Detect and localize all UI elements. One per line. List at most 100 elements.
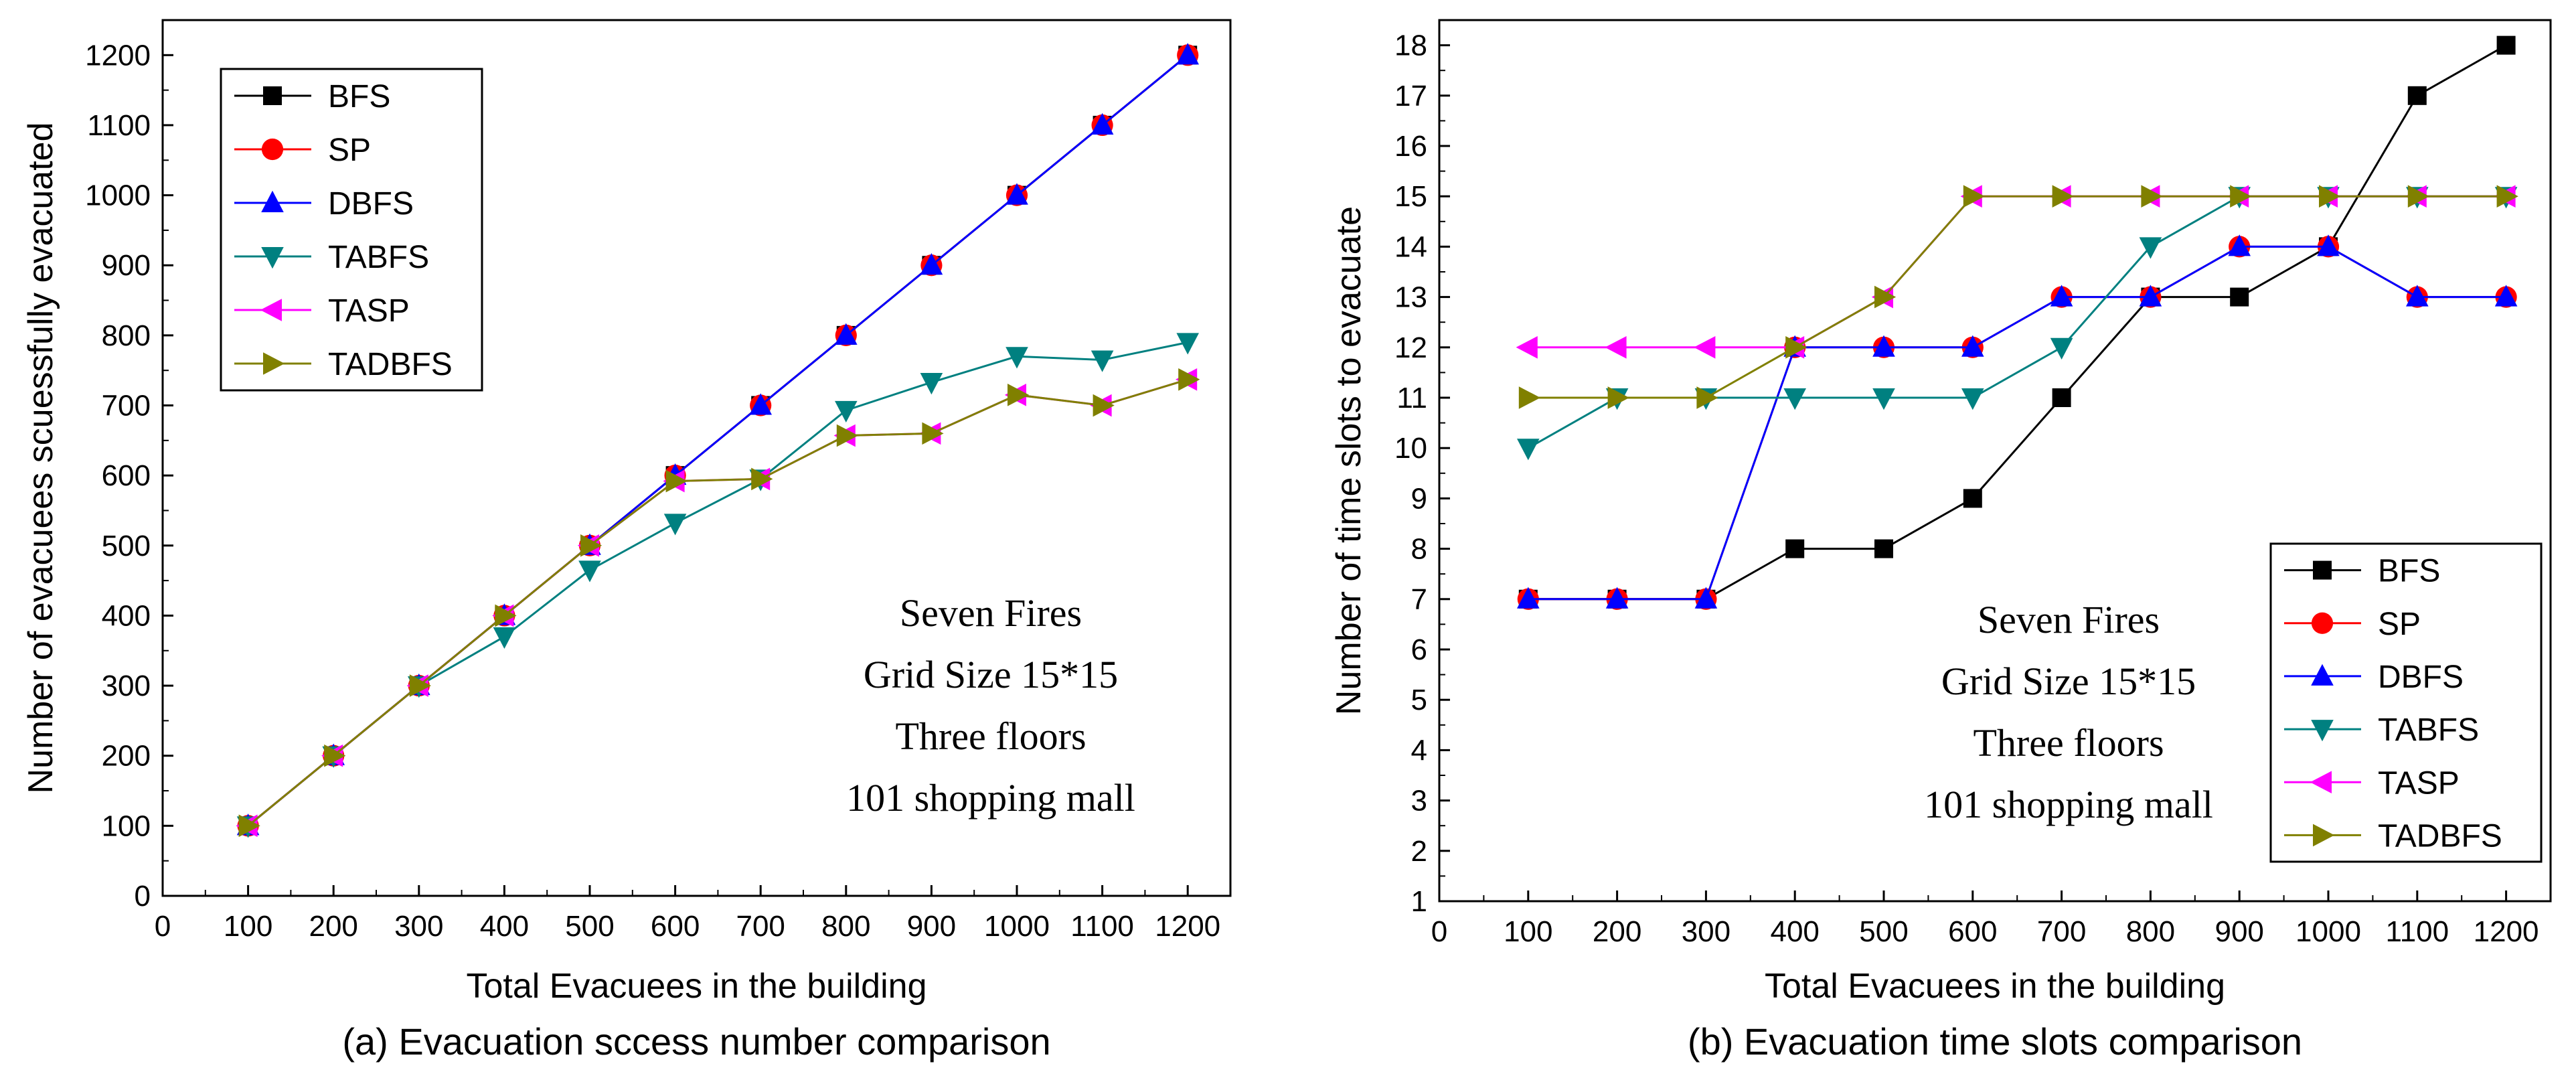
chart-b-series-tabfs-point	[2050, 337, 2073, 360]
chart-b-series-tadbfs-point	[2052, 185, 2074, 208]
chart-a-series-dbfs-point	[835, 323, 858, 345]
chart-a-y-tick-label: 400	[102, 599, 151, 632]
chart-a-legend-sp-label: SP	[328, 133, 371, 168]
chart-b-series-tabfs-point	[1783, 388, 1806, 410]
chart-b-series-tasp-line	[1528, 195, 2506, 349]
chart-a-y-tick-label: 1000	[85, 179, 151, 212]
chart-b-x-tick-label: 400	[1770, 915, 1819, 948]
chart-b-y-tick-label: 2	[1411, 835, 1427, 868]
chart-b-series-dbfs-point	[2494, 285, 2518, 307]
chart-a-legend-dbfs-marker	[261, 190, 284, 212]
chart-a-legend-tasp-label: TASP	[328, 293, 410, 329]
chart-a-plot-frame	[161, 19, 1232, 897]
chart-b-series-tasp-point	[1694, 336, 1716, 359]
chart-a-y-tick-label: 300	[102, 670, 151, 702]
chart-a-series-dbfs-point	[920, 253, 943, 275]
chart-a-x-tick-label: 500	[565, 910, 614, 943]
chart-b-y-tick-label: 1	[1411, 885, 1427, 918]
chart-a-y-axis-label: Number of evacuees scuessfully evacuated	[21, 123, 60, 794]
chart-a-series-dbfs-point	[749, 393, 772, 415]
chart-b-legend-tadbfs-label: TADBFS	[2378, 818, 2502, 854]
chart-b-series-tadbfs-point	[2141, 185, 2163, 208]
chart-b-annotation-line: 101 shopping mall	[1924, 783, 2213, 826]
chart-a-series-tabfs-point	[663, 514, 687, 536]
chart-b-series-tasp-point	[1605, 336, 1627, 359]
chart-a-y-tick-label: 0	[135, 880, 151, 913]
chart-a-x-tick-label: 200	[309, 910, 357, 943]
chart-a-annotation-line: 101 shopping mall	[846, 776, 1135, 820]
chart-a-caption: (a) Evacuation sccess number comparison	[342, 1020, 1050, 1063]
chart-b-y-tick-label: 7	[1411, 583, 1427, 616]
chart-b-y-tick-label: 18	[1394, 29, 1427, 62]
chart-a-series-tadbfs-point	[1093, 394, 1115, 417]
chart-b-y-tick-label: 3	[1411, 785, 1427, 818]
chart-a-x-tick-label: 300	[394, 910, 443, 943]
chart-b-x-tick-label: 500	[1859, 915, 1908, 948]
chart-a-series-tadbfs-point	[836, 424, 858, 447]
chart-b-series-tabfs-point	[1961, 388, 1984, 410]
chart-a-x-tick-label: 0	[155, 910, 171, 943]
chart-a-series-tadbfs-point	[751, 467, 773, 491]
chart-a-series-tabfs-point	[1091, 350, 1114, 372]
chart-a-series-tadbfs-point	[1008, 384, 1030, 406]
chart-a-legend-tabfs-marker	[261, 247, 284, 269]
chart-b-series-dbfs-point	[1961, 335, 1984, 357]
chart-b-legend-tasp-marker	[2310, 771, 2332, 794]
chart-b-x-tick-label: 0	[1431, 915, 1447, 948]
chart-a-series-tabfs-point	[578, 560, 601, 583]
chart-a-x-tick-label: 1200	[1155, 910, 1220, 943]
chart-b-legend-sp-label: SP	[2378, 607, 2421, 642]
chart-b-y-tick-label: 14	[1394, 230, 1427, 263]
chart-a-legend-bfs-label: BFS	[328, 79, 390, 114]
chart-b-x-tick-label: 1100	[2385, 915, 2449, 948]
chart-b-series-bfs-point	[2407, 86, 2427, 105]
chart-a-x-tick-label: 1100	[1070, 910, 1134, 943]
chart-b-y-tick-label: 10	[1394, 432, 1427, 465]
chart-b-series-dbfs-point	[1517, 587, 1540, 609]
chart-b-series-tadbfs-point	[2230, 185, 2252, 208]
chart-b-series-bfs-point	[1963, 489, 1982, 508]
chart-b-legend-dbfs-marker	[2311, 664, 2334, 686]
chart-b-series-tadbfs-point	[1518, 386, 1540, 409]
chart-b-x-tick-label: 600	[1948, 915, 1997, 948]
chart-a-x-tick-label: 800	[821, 910, 870, 943]
chart-a-legend-dbfs-label: DBFS	[328, 186, 414, 222]
chart-b-y-tick-label: 12	[1394, 331, 1427, 364]
chart-b: 0 100 200 300 400 500 600 700 800 900 1000 1100 1200…	[1330, 19, 2552, 1063]
chart-a-annotation-line: Seven Fires	[900, 591, 1082, 635]
chart-b-x-tick-label: 900	[2215, 915, 2263, 948]
chart-b-y-tick-label: 8	[1411, 533, 1427, 566]
chart-a-series-tadbfs-point	[238, 814, 260, 838]
chart-a-y-tick-label: 1200	[85, 39, 151, 72]
chart-a-series-tabfs-point	[1005, 347, 1028, 369]
chart-b-x-tick-label: 100	[1504, 915, 1552, 948]
chart-a-y-tick-label: 1100	[87, 109, 151, 142]
chart-a-y-tick-label: 800	[102, 319, 151, 352]
chart-a-series-tadbfs-point	[922, 422, 944, 445]
chart-b-y-tick-label: 5	[1411, 684, 1427, 716]
chart-a-y-tick-label: 200	[102, 740, 151, 773]
chart-b-legend-tabfs-marker	[2311, 720, 2334, 742]
chart-a-series-tadbfs-line	[247, 378, 1188, 827]
chart-a-legend-tabfs-label: TABFS	[328, 240, 429, 275]
chart-a-x-tick-label: 1000	[984, 910, 1050, 943]
chart-b-legend-box	[2269, 542, 2543, 863]
chart-b-series-tadbfs-point	[1785, 336, 1807, 359]
chart-b-series-tabfs-point	[2139, 237, 2162, 259]
chart-b-legend-tadbfs-marker	[2313, 824, 2335, 847]
chart-a: 0 100 200 300 400 500 600 700 800 900 1000 1100 1200…	[21, 19, 1232, 1063]
chart-a-series-tadbfs-point	[580, 534, 602, 557]
chart-a-series-dbfs-point	[1176, 43, 1199, 65]
chart-a-series-tadbfs-point	[409, 674, 431, 697]
chart-a-series-tabfs-point	[920, 372, 943, 395]
chart-b-series-dbfs-line	[1528, 245, 2506, 601]
chart-b-series-tabfs-point	[1872, 388, 1895, 410]
chart-a-x-tick-label: 100	[224, 910, 272, 943]
chart-a-legend-sp-marker	[261, 138, 284, 161]
chart-b-series-tasp-point	[1516, 336, 1538, 359]
chart-a-series-tadbfs-point	[495, 604, 517, 627]
chart-b-series-bfs-point	[1785, 539, 1805, 558]
chart-a-legend-box	[220, 68, 483, 392]
chart-b-series-bfs-point	[2496, 35, 2516, 55]
